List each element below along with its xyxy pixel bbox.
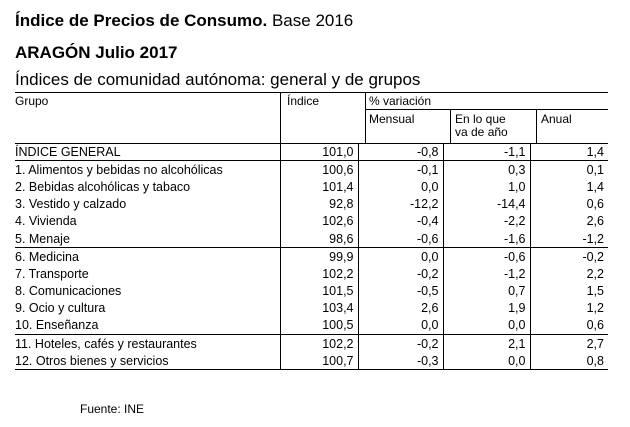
header-top-rule	[15, 92, 608, 93]
table-row: 2. Bebidas alcohólicas y tabaco 101,4 0,…	[15, 178, 608, 196]
cell-anual: 2,7	[529, 334, 608, 353]
cell-mensual: -0,5	[357, 282, 443, 300]
cell-indice: 100,7	[279, 352, 358, 371]
cell-indice: 98,6	[279, 229, 358, 248]
cell-ano: 2,1	[442, 334, 530, 353]
cell-ano: -1,1	[442, 143, 530, 161]
cell-anual: -0,2	[529, 247, 608, 266]
table-row: 4. Vivienda 102,6 -0,4 -2,2 2,6	[15, 212, 608, 230]
cell-indice: 101,0	[279, 143, 358, 161]
header-variacion: % variación	[369, 94, 432, 108]
cell-indice: 102,2	[279, 265, 358, 283]
cell-anual: 0,6	[529, 195, 608, 213]
table-row: 3. Vestido y calzado 92,8 -12,2 -14,4 0,…	[15, 195, 608, 213]
cell-mensual: -0,4	[357, 212, 443, 230]
cell-ano: -1,6	[442, 229, 530, 248]
table-row: 12. Otros bienes y servicios 100,7 -0,3 …	[15, 352, 608, 371]
header-divider-anual	[536, 109, 537, 143]
cell-ano: -0,6	[442, 247, 530, 266]
cell-mensual: 2,6	[357, 299, 443, 317]
header-mensual: Mensual	[369, 112, 415, 126]
row-label: 3. Vestido y calzado	[15, 197, 127, 212]
cell-ano: 1,9	[442, 299, 530, 317]
cell-mensual: 0,0	[357, 247, 443, 266]
header-divider-indice	[280, 92, 281, 143]
cell-anual: 0,6	[529, 316, 608, 335]
cell-mensual: -0,2	[357, 265, 443, 283]
row-label: 2. Bebidas alcohólicas y tabaco	[15, 179, 191, 194]
table-row: 8. Comunicaciones 101,5 -0,5 0,7 1,5	[15, 282, 608, 300]
cell-ano: 0,0	[442, 352, 530, 371]
cell-anual: -1,2	[529, 229, 608, 248]
cell-anual: 1,4	[529, 178, 608, 196]
cell-indice: 100,6	[279, 160, 358, 179]
cell-indice: 99,9	[279, 247, 358, 266]
cell-ano: 0,0	[442, 316, 530, 335]
cell-indice: 102,6	[279, 212, 358, 230]
row-label: 4. Vivienda	[15, 214, 77, 229]
page-title: Índice de Precios de Consumo. Base 2016	[15, 10, 353, 32]
cell-ano: -2,2	[442, 212, 530, 230]
cell-ano: -14,4	[442, 195, 530, 213]
cell-mensual: 0,0	[357, 178, 443, 196]
cell-indice: 102,2	[279, 334, 358, 353]
header-va-de-ano: va de año	[455, 125, 508, 139]
ipc-table: ÍNDICE GENERAL 101,0 -0,8 -1,1 1,4 1. Al…	[15, 143, 608, 371]
table-row: 10. Enseñanza 100,5 0,0 0,0 0,6	[15, 316, 608, 335]
cell-mensual: -12,2	[357, 195, 443, 213]
table-row: 5. Menaje 98,6 -0,6 -1,6 -1,2	[15, 229, 608, 248]
row-label: 12. Otros bienes y servicios	[15, 352, 280, 371]
row-label: 7. Transporte	[15, 266, 89, 281]
row-label: 9. Ocio y cultura	[15, 301, 106, 316]
header-en-lo-que: En lo que	[455, 112, 506, 126]
table-row: 11. Hoteles, cafés y restaurantes 102,2 …	[15, 334, 608, 353]
header-anual: Anual	[541, 112, 572, 126]
cell-mensual: 0,0	[357, 316, 443, 335]
cell-mensual: -0,8	[357, 143, 443, 161]
cell-indice: 101,4	[279, 178, 358, 196]
header-grupo: Grupo	[15, 94, 49, 108]
cell-mensual: -0,2	[357, 334, 443, 353]
header-divider-variacion	[365, 92, 366, 143]
cell-anual: 0,1	[529, 160, 608, 179]
page-subtitle: ARAGÓN Julio 2017	[15, 43, 178, 62]
cell-ano: 1,0	[442, 178, 530, 196]
row-label: 11. Hoteles, cafés y restaurantes	[15, 334, 280, 353]
cell-anual: 1,2	[529, 299, 608, 317]
cell-mensual: -0,6	[357, 229, 443, 248]
cell-ano: -1,2	[442, 265, 530, 283]
title-main: Índice de Precios de Consumo.	[15, 11, 268, 30]
cell-mensual: -0,3	[357, 352, 443, 371]
cell-indice: 92,8	[279, 195, 358, 213]
cell-anual: 2,6	[529, 212, 608, 230]
row-label: 1. Alimentos y bebidas no alcohólicas	[15, 160, 280, 179]
header-divider-ano	[450, 109, 451, 143]
table-row: ÍNDICE GENERAL 101,0 -0,8 -1,1 1,4	[15, 143, 608, 161]
row-label: ÍNDICE GENERAL	[15, 144, 121, 159]
source-note: Fuente: INE	[80, 402, 145, 416]
row-label: 8. Comunicaciones	[15, 284, 122, 299]
cell-anual: 1,4	[529, 143, 608, 161]
cell-indice: 101,5	[279, 282, 358, 300]
variation-rule	[365, 109, 608, 110]
header-indice: Índice	[287, 94, 320, 108]
cell-anual: 0,8	[529, 352, 608, 371]
cell-anual: 1,5	[529, 282, 608, 300]
section-title: Índices de comunidad autónoma: general y…	[15, 70, 421, 89]
table-row: 1. Alimentos y bebidas no alcohólicas 10…	[15, 160, 608, 179]
title-base: Base 2016	[271, 11, 354, 30]
row-label: 5. Menaje	[15, 231, 70, 246]
cell-anual: 2,2	[529, 265, 608, 283]
cell-ano: 0,7	[442, 282, 530, 300]
table-row: 9. Ocio y cultura 103,4 2,6 1,9 1,2	[15, 299, 608, 317]
table-row: 7. Transporte 102,2 -0,2 -1,2 2,2	[15, 265, 608, 283]
table-row: 6. Medicina 99,9 0,0 -0,6 -0,2	[15, 247, 608, 266]
row-label: 6. Medicina	[15, 247, 280, 266]
cell-indice: 100,5	[279, 316, 358, 335]
row-label: 10. Enseñanza	[15, 318, 99, 333]
cell-ano: 0,3	[442, 160, 530, 179]
cell-mensual: -0,1	[357, 160, 443, 179]
cell-indice: 103,4	[279, 299, 358, 317]
